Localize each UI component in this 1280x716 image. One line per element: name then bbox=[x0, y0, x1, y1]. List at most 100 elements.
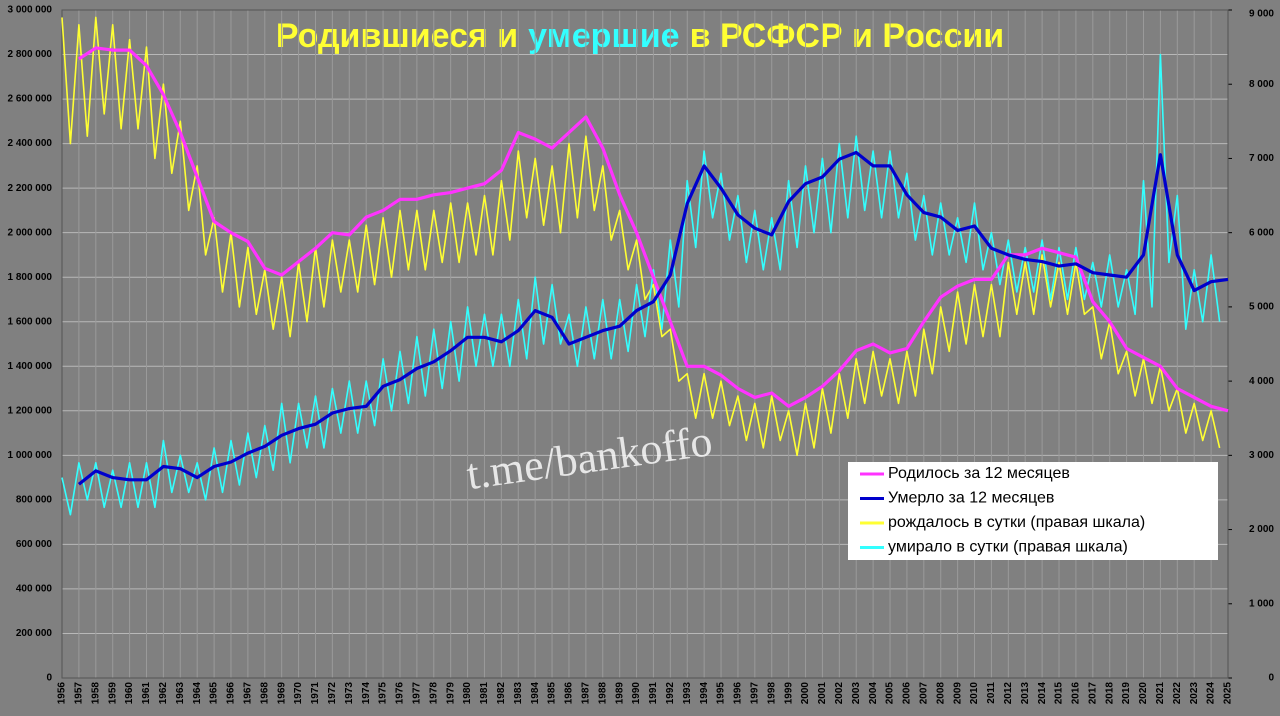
y2-tick-label: 3 000 bbox=[1249, 450, 1274, 461]
x-tick-label: 1973 bbox=[344, 682, 355, 705]
x-tick-label: 2016 bbox=[1071, 682, 1082, 705]
x-tick-label: 1962 bbox=[158, 682, 169, 705]
x-tick-label: 2011 bbox=[986, 682, 997, 704]
x-tick-label: 2010 bbox=[969, 682, 980, 705]
chart-title: Родившиеся и умершие в РСФСР и России bbox=[276, 17, 1004, 55]
x-tick-label: 2024 bbox=[1206, 682, 1217, 705]
y-tick-label: 2 400 000 bbox=[8, 138, 53, 149]
x-tick-label: 2019 bbox=[1121, 682, 1132, 705]
x-tick-label: 1968 bbox=[259, 682, 270, 705]
legend-label: умирало в сутки (правая шкала) bbox=[888, 539, 1128, 556]
y-tick-label: 400 000 bbox=[16, 584, 53, 595]
y2-tick-label: 7 000 bbox=[1249, 153, 1274, 164]
title-part: умершие bbox=[528, 17, 679, 55]
x-tick-label: 1965 bbox=[209, 682, 220, 705]
x-tick-label: 2005 bbox=[885, 682, 896, 705]
x-tick-label: 1984 bbox=[530, 682, 541, 705]
legend: Родилось за 12 месяцев Умерло за 12 месяц… bbox=[848, 462, 1218, 560]
x-tick-label: 1999 bbox=[783, 682, 794, 705]
y-tick-label: 0 bbox=[46, 673, 52, 684]
series-line bbox=[78, 46, 1229, 413]
y-tick-label: 2 600 000 bbox=[8, 94, 53, 105]
y2-tick-label: 0 bbox=[1268, 673, 1274, 684]
x-tick-label: 1964 bbox=[192, 682, 203, 705]
x-tick-label: 2014 bbox=[1037, 682, 1048, 705]
y2-tick-label: 2 000 bbox=[1249, 524, 1274, 535]
x-tick-label: 2012 bbox=[1003, 682, 1014, 705]
x-tick-label: 1989 bbox=[614, 682, 625, 705]
x-tick-label: 2025 bbox=[1223, 682, 1234, 705]
y-tick-label: 1 000 000 bbox=[8, 450, 53, 461]
plot bbox=[61, 16, 1229, 516]
x-tick-label: 1992 bbox=[665, 682, 676, 705]
legend-label: Умерло за 12 месяцев bbox=[888, 490, 1054, 507]
y2-tick-label: 6 000 bbox=[1249, 227, 1274, 238]
x-tick-label: 2008 bbox=[935, 682, 946, 705]
y2-tick-label: 9 000 bbox=[1249, 9, 1274, 20]
x-tick-label: 1998 bbox=[766, 682, 777, 705]
title-part: в РСФСР и России bbox=[690, 17, 1005, 55]
series-line bbox=[61, 16, 1221, 457]
x-tick-label: 2015 bbox=[1054, 682, 1065, 705]
y-tick-label: 1 400 000 bbox=[8, 361, 53, 372]
x-tick-label: 1995 bbox=[716, 682, 727, 705]
x-tick-label: 1985 bbox=[547, 682, 558, 705]
x-tick-label: 2023 bbox=[1189, 682, 1200, 705]
y-tick-label: 2 200 000 bbox=[8, 183, 53, 194]
x-tick-label: 2007 bbox=[918, 682, 929, 705]
x-tick-label: 1958 bbox=[90, 682, 101, 705]
y2-tick-label: 5 000 bbox=[1249, 302, 1274, 313]
x-tick-label: 1997 bbox=[749, 682, 760, 705]
x-tick-label: 1972 bbox=[327, 682, 338, 705]
x-tick-label: 2006 bbox=[902, 682, 913, 705]
y-tick-label: 2 800 000 bbox=[8, 49, 53, 60]
legend-label: Родилось за 12 месяцев bbox=[888, 465, 1070, 482]
x-tick-label: 1993 bbox=[682, 682, 693, 705]
x-tick-label: 1956 bbox=[57, 682, 68, 705]
plot-frame bbox=[61, 9, 1229, 679]
x-tick-label: 1980 bbox=[462, 682, 473, 705]
y-tick-label: 600 000 bbox=[16, 539, 53, 550]
legend-label: рождалось в сутки (правая шкала) bbox=[888, 514, 1145, 531]
x-tick-label: 2017 bbox=[1087, 682, 1098, 705]
x-tick-label: 1987 bbox=[580, 682, 591, 705]
y2-tick-label: 1 000 bbox=[1249, 598, 1274, 609]
x-tick-label: 1959 bbox=[107, 682, 118, 705]
x-tick-label: 1970 bbox=[293, 682, 304, 705]
x-tick-label: 2020 bbox=[1138, 682, 1149, 705]
series-line bbox=[77, 150, 1229, 486]
y-tick-label: 3 000 000 bbox=[8, 5, 53, 16]
x-tick-label: 2004 bbox=[868, 682, 879, 705]
x-tick-label: 1957 bbox=[74, 682, 85, 705]
x-tick-label: 1960 bbox=[124, 682, 135, 705]
y-tick-label: 1 600 000 bbox=[8, 316, 53, 327]
y-tick-label: 200 000 bbox=[16, 628, 53, 639]
x-tick-label: 1974 bbox=[361, 682, 372, 705]
title-part: Родившиеся и bbox=[276, 17, 518, 55]
x-tick-label: 1981 bbox=[479, 682, 490, 705]
y-tick-label: 1 800 000 bbox=[8, 272, 53, 283]
y-tick-label: 800 000 bbox=[16, 495, 53, 506]
x-tick-label: 2000 bbox=[800, 682, 811, 705]
x-tick-label: 2018 bbox=[1104, 682, 1115, 705]
x-tick-label: 1986 bbox=[564, 682, 575, 705]
x-tick-label: 1991 bbox=[648, 682, 659, 705]
legend-box bbox=[848, 462, 1218, 560]
y-tick-label: 2 000 000 bbox=[8, 227, 53, 238]
x-tick-label: 1996 bbox=[733, 682, 744, 705]
x-tick-label: 1961 bbox=[141, 682, 152, 705]
x-tick-label: 1975 bbox=[378, 682, 389, 705]
x-tick-label: 1983 bbox=[513, 682, 524, 705]
x-tick-label: 1969 bbox=[276, 682, 287, 705]
x-tick-label: 1994 bbox=[699, 682, 710, 705]
grid: 0 200 000 400 000 600 000 800 000 1 000 000 1 … bbox=[8, 5, 1275, 705]
x-tick-label: 2009 bbox=[952, 682, 963, 705]
x-tick-label: 1963 bbox=[175, 682, 186, 705]
x-tick-label: 2013 bbox=[1020, 682, 1031, 705]
x-tick-label: 1967 bbox=[243, 682, 254, 705]
x-tick-label: 1988 bbox=[597, 682, 608, 705]
x-tick-label: 1966 bbox=[226, 682, 237, 705]
y2-tick-label: 4 000 bbox=[1249, 376, 1274, 387]
